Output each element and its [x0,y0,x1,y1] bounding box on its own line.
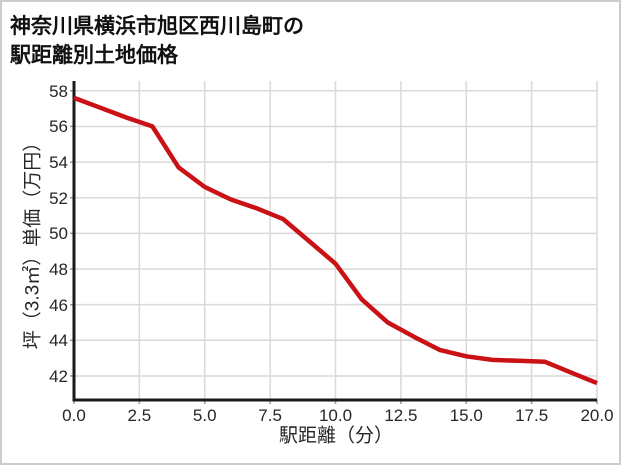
x-tick-label: 2.5 [127,406,152,425]
x-tick-label: 20.0 [580,406,614,425]
x-axis-label: 駅距離（分） [278,425,394,447]
x-tick-label: 7.5 [258,406,282,425]
y-tick-label: 50 [49,224,68,244]
x-tick-label: 17.5 [515,406,549,425]
x-tick-label: 0.0 [62,406,86,425]
price-line [73,95,598,386]
y-tick-label: 42 [49,366,68,386]
y-tick-label: 58 [49,81,68,101]
x-tick-label: 5.0 [192,406,217,425]
x-tick-label: 12.5 [384,406,418,425]
y-tick-label: 56 [49,117,68,137]
y-tick-label: 54 [49,153,68,173]
y-tick-label: 48 [49,260,68,279]
x-tick-label: 15.0 [449,406,483,425]
chart-title-line1: 神奈川県横浜市旭区西川島町の [10,15,304,38]
y-tick-label: 44 [49,331,68,351]
chart-title-line2: 駅距離別土地価格 [10,44,178,67]
y-tick-label: 52 [49,188,68,208]
x-tick-label: 10.0 [318,406,353,425]
chart-title: 神奈川県横浜市旭区西川島町の 駅距離別土地価格 [10,12,304,70]
y-tick-label: 46 [49,295,68,315]
